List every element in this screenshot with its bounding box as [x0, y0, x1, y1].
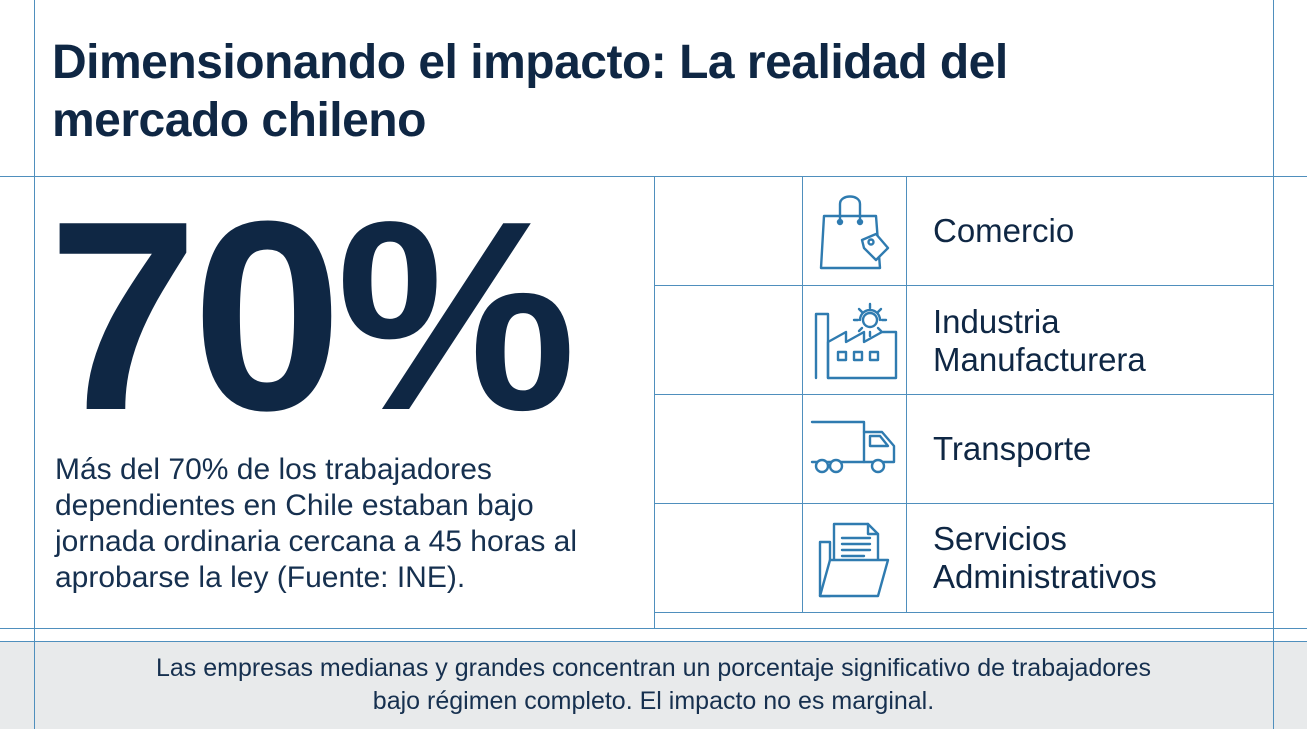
grid-line-row-3: [654, 503, 1273, 504]
grid-line-divider: [654, 176, 655, 628]
grid-line-footer-top: [0, 641, 1307, 642]
sector-label-line2: Manufacturera: [933, 341, 1146, 378]
grid-line-content-bottom: [0, 628, 1307, 629]
footer-line-1: Las empresas medianas y grandes concentr…: [155, 654, 1152, 682]
footer-text: Las empresas medianas y grandes concentr…: [40, 652, 1267, 718]
sector-label-comercio: Comercio: [933, 212, 1074, 250]
stat-description: Más del 70% de los trabajadores dependie…: [55, 453, 577, 594]
factory-icon: [814, 302, 898, 380]
shopping-bag-icon: [819, 195, 890, 270]
sector-label-industria: Industria Manufacturera: [933, 303, 1146, 379]
sector-label-servicios: Servicios Administrativos: [933, 520, 1157, 596]
truck-icon: [810, 420, 896, 474]
grid-line-right: [1273, 0, 1274, 729]
grid-line-row-2: [654, 394, 1273, 395]
sector-label-line1: Servicios: [933, 520, 1067, 557]
page-title: Dimensionando el impacto: La realidad de…: [52, 36, 1008, 147]
footer-band: [0, 641, 1307, 729]
grid-line-left: [34, 0, 35, 729]
sector-label-line2: Administrativos: [933, 558, 1157, 595]
footer-line-2: bajo régimen completo. El impacto no es …: [372, 687, 935, 715]
sector-label-line1: Comercio: [933, 212, 1075, 249]
grid-line-row-1: [654, 285, 1273, 286]
grid-line-header-bottom: [0, 176, 1307, 177]
sector-label-line1: Transporte: [933, 430, 1092, 467]
sector-label-line1: Industria: [933, 303, 1060, 340]
stat-value: 70%: [48, 166, 576, 467]
sector-label-transporte: Transporte: [933, 430, 1091, 468]
folder-document-icon: [818, 522, 890, 598]
grid-line-row-4: [654, 612, 1273, 613]
